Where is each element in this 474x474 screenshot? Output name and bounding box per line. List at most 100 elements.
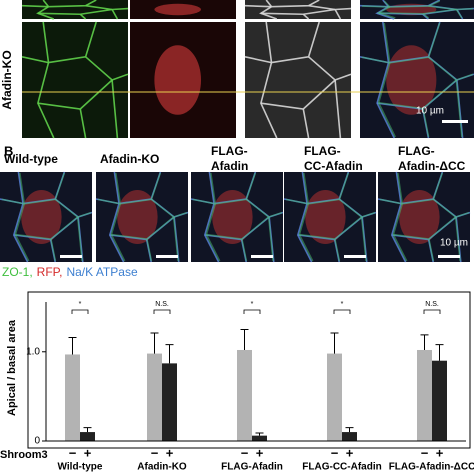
cell-border [334, 9, 342, 20]
cell-border [334, 79, 342, 139]
significance: N.S. [425, 301, 439, 308]
cell-border [285, 198, 309, 205]
cell-border [379, 198, 403, 205]
error-bar [150, 332, 159, 354]
cell-border [210, 172, 257, 205]
column-label: Afadin-KO [100, 152, 159, 166]
group-sign: − [241, 445, 249, 460]
significance-bracket [423, 309, 441, 314]
significance: * [341, 301, 344, 308]
bar [252, 435, 267, 441]
cell-border [383, 0, 441, 8]
cell-border [334, 238, 341, 262]
cell-rfp [386, 45, 437, 115]
cell-border [42, 0, 97, 8]
error-bar [345, 427, 354, 433]
cell-border [111, 9, 119, 20]
panel-label: B [4, 143, 13, 158]
cell-border [454, 216, 461, 262]
cell-border [21, 56, 49, 64]
y-tick-label: 0 [34, 436, 40, 447]
bar [237, 349, 252, 441]
scale-bar [344, 255, 366, 258]
cell-border [244, 56, 272, 64]
x-tick-label: FLAG-CC-Afadin [302, 462, 381, 473]
cell-border [1, 198, 25, 205]
cell-border [302, 13, 310, 20]
error-bar [240, 328, 249, 350]
image-tile [22, 22, 128, 138]
group-sign: + [84, 445, 92, 460]
scale-bar [156, 255, 178, 258]
group-sign: − [69, 445, 77, 460]
error-bar [68, 337, 77, 355]
cell-border [265, 0, 320, 8]
cell-border [241, 238, 248, 262]
scale-bar [60, 255, 82, 258]
significance-bracket [153, 309, 171, 314]
cell-border [76, 216, 83, 262]
significance-bracket [71, 309, 89, 314]
y-tick-label: 1.0 [26, 346, 40, 357]
cell-border [146, 238, 153, 262]
scale-label: 10 µm [416, 106, 444, 117]
error-bar [165, 344, 174, 364]
cell-border [265, 21, 320, 64]
cell-border [244, 4, 272, 8]
bar [65, 354, 80, 441]
cell-border [21, 4, 49, 8]
x-tick-label: Wild-type [58, 462, 103, 473]
significance: * [79, 301, 82, 308]
x-tick-label: FLAG-Afadin-ΔCC [389, 462, 474, 473]
error-bar [435, 344, 444, 361]
cell-border [42, 21, 97, 64]
cell-border [50, 238, 57, 262]
cell-border [455, 9, 463, 19]
column-label: FLAG-CC-Afadin [304, 144, 363, 173]
cell-border [422, 108, 430, 138]
bar [80, 432, 95, 441]
cell-border [111, 79, 119, 139]
x-tick-label: Afadin-KO [137, 462, 187, 473]
x-tick-label: FLAG-Afadin [221, 462, 283, 473]
group-sign: + [346, 445, 354, 460]
cell-border [361, 56, 390, 64]
column-label: Wild-type [4, 152, 58, 166]
cell-border [97, 198, 121, 205]
group-sign: − [331, 445, 339, 460]
significance: N.S. [155, 301, 169, 308]
cell-border [79, 13, 87, 20]
cell-border [428, 238, 435, 262]
cell-border [422, 13, 430, 19]
cell-border [361, 5, 390, 8]
legend-entry: ZO-1, [2, 265, 33, 279]
significance-bracket [333, 309, 351, 314]
scale-bar [251, 255, 273, 258]
significance: * [251, 301, 254, 308]
cell-border [383, 22, 441, 64]
row-label: Afadin-KO [0, 50, 14, 109]
plot-frame [27, 291, 471, 449]
group-sign: + [256, 445, 264, 460]
bar [327, 353, 342, 441]
group-sign: − [151, 445, 159, 460]
bar [342, 432, 357, 441]
cell-border [360, 216, 367, 262]
cell-border [302, 108, 310, 139]
column-label: FLAG-Afadin [211, 144, 248, 173]
cell-rfp [154, 3, 202, 16]
cell-border [267, 216, 274, 262]
y-axis-label: Apical / basal area [6, 319, 18, 416]
bar [432, 360, 447, 441]
legend-entry: Na/K ATPase [66, 265, 137, 279]
significance-bracket [243, 309, 261, 314]
group-sign: + [436, 445, 444, 460]
error-bar [255, 432, 264, 436]
bar [417, 349, 432, 441]
bar [147, 353, 162, 441]
group-sign: + [166, 445, 174, 460]
x-axis-label: Shroom3 [0, 449, 48, 461]
error-bar [330, 332, 339, 354]
scale-bar [438, 255, 460, 258]
cell-rfp [154, 45, 202, 115]
